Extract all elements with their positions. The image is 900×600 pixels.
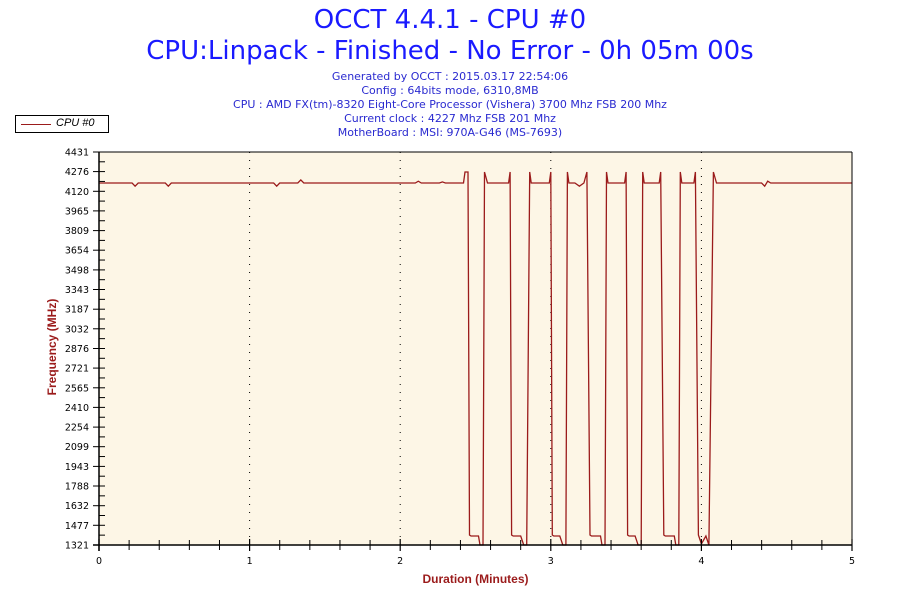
y-tick-label: 1477 — [65, 521, 89, 532]
chart-subtitle: CPU:Linpack - Finished - No Error - 0h 0… — [146, 36, 754, 66]
y-tick-label: 2410 — [65, 403, 89, 414]
y-tick-label: 4431 — [65, 148, 89, 159]
x-tick-label: 3 — [548, 556, 554, 567]
info-generated: Generated by OCCT : 2015.03.17 22:54:06 — [331, 70, 569, 83]
x-tick-label: 5 — [849, 556, 855, 567]
plot-area — [99, 152, 852, 545]
info-clock: Current clock : 4227 Mhz FSB 201 Mhz — [344, 112, 556, 125]
y-tick-label: 2721 — [65, 364, 89, 375]
legend: CPU #0 — [15, 115, 109, 133]
chart-title: OCCT 4.4.1 - CPU #0 — [313, 5, 587, 35]
y-tick-label: 3032 — [65, 324, 89, 335]
y-tick-label: 4276 — [65, 167, 89, 178]
y-tick-label: 2254 — [65, 423, 89, 434]
x-tick-label: 1 — [247, 556, 253, 567]
x-tick-label: 0 — [96, 556, 102, 567]
legend-line-swatch — [21, 124, 51, 125]
y-tick-label: 1321 — [65, 541, 89, 552]
info-cpu: CPU : AMD FX(tm)-8320 Eight-Core Process… — [233, 98, 667, 111]
y-tick-label: 2876 — [65, 344, 89, 355]
info-config: Config : 64bits mode, 6310,8MB — [361, 84, 539, 97]
y-tick-label: 1632 — [65, 501, 89, 512]
x-tick-label: 2 — [397, 556, 403, 567]
legend-label: CPU #0 — [56, 117, 95, 129]
y-tick-label: 3965 — [65, 206, 89, 217]
y-tick-label: 3343 — [65, 285, 89, 296]
y-tick-label: 1943 — [65, 462, 89, 473]
x-axis-title: Duration (Minutes) — [422, 572, 529, 586]
y-tick-label: 3498 — [65, 265, 89, 276]
y-tick-label: 2565 — [65, 383, 89, 394]
y-axis-title: Frequency (MHz) — [45, 298, 59, 396]
y-tick-label: 3187 — [65, 305, 89, 316]
info-motherboard: MotherBoard : MSI: 970A-G46 (MS-7693) — [337, 126, 563, 139]
y-tick-label: 3809 — [65, 226, 89, 237]
x-tick-label: 4 — [698, 556, 704, 567]
y-tick-label: 1788 — [65, 481, 89, 492]
y-tick-label: 4120 — [65, 187, 89, 198]
y-tick-label: 2099 — [65, 442, 89, 453]
y-tick-label: 3654 — [65, 246, 89, 257]
